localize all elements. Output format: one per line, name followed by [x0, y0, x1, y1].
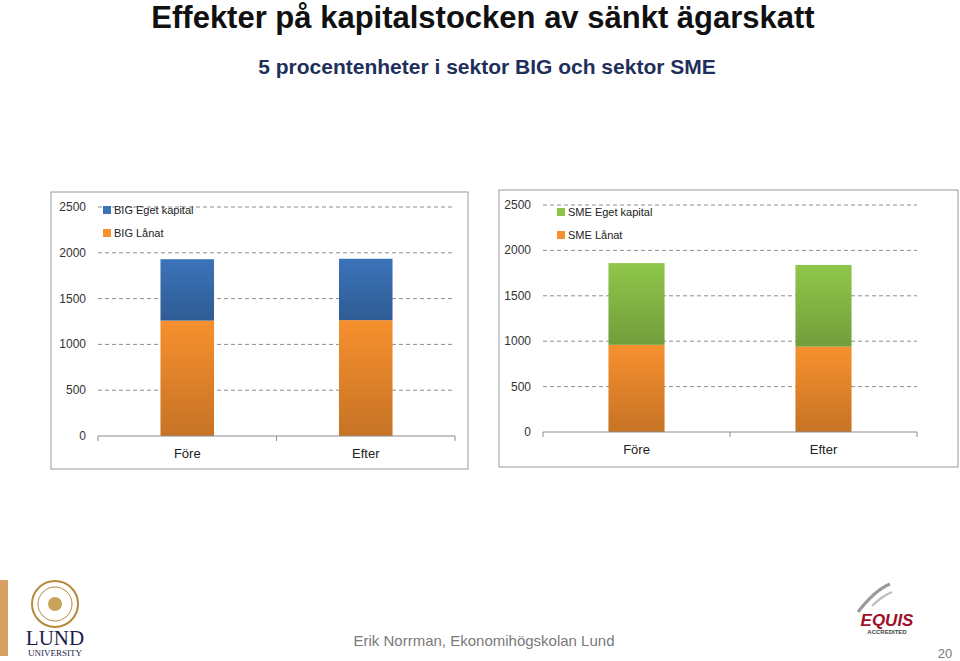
legend-label: SME Lånat [568, 229, 622, 241]
legend-label: BIG Eget kapital [114, 204, 194, 216]
equis-logo: EQUISACCREDITED [858, 584, 914, 635]
footer: Erik Norrman, Ekonomihögskolan Lund [354, 632, 615, 649]
bar-segment [795, 347, 851, 432]
page-number: 20 [938, 646, 952, 661]
grid-line [98, 390, 455, 391]
y-tick-label: 1000 [59, 337, 86, 351]
logo-text: EQUIS [861, 611, 915, 630]
y-tick-label: 2000 [59, 246, 86, 260]
y-tick-label: 1500 [59, 292, 86, 306]
legend-swatch [103, 229, 111, 237]
bar-segment [160, 321, 214, 436]
bar-segment [339, 259, 393, 320]
logo-text: UNIVERSITY [28, 648, 82, 658]
legend-swatch [103, 206, 111, 214]
logo-text: LUND [26, 626, 84, 650]
swoosh [872, 592, 892, 606]
y-tick-label: 500 [66, 383, 86, 397]
y-tick-label: 1500 [504, 289, 531, 303]
legend-label: SME Eget kapital [568, 206, 652, 218]
bars [608, 263, 851, 432]
y-tick-label: 0 [79, 429, 86, 443]
x-tick-mark [455, 436, 456, 441]
y-tick-label: 0 [524, 425, 531, 439]
x-tick-mark [917, 432, 918, 437]
grid-line [98, 252, 455, 253]
x-tick-label: Efter [352, 446, 380, 461]
grid-line [543, 250, 917, 251]
x-tick-mark [276, 436, 277, 441]
grid-line [543, 341, 917, 342]
x-tick-mark [98, 436, 99, 441]
y-tick-label: 500 [511, 380, 531, 394]
chart: 0 500 1000 1500 2000 2500 Före Efter SME Eget ka… [499, 190, 958, 467]
logo-text: ACCREDITED [867, 629, 907, 635]
x-tick-mark [730, 432, 731, 437]
seal-inner [38, 587, 72, 621]
grid-line [543, 386, 917, 387]
grid-line [98, 298, 455, 299]
legend-label: BIG Lånat [114, 227, 164, 239]
seal [32, 581, 78, 627]
swoosh [858, 584, 890, 612]
y-tick-label: 2500 [504, 198, 531, 212]
bar-segment [608, 263, 664, 345]
chart: 0 500 1000 1500 2000 2500 Före Efter BIG Eget ka… [51, 192, 468, 469]
y-tick-label: 2500 [59, 200, 86, 214]
slide: Effekter på kapitalstocken av sänkt ägar… [0, 0, 960, 661]
chart-frame [499, 190, 958, 467]
bars [160, 259, 392, 436]
y-tick-label: 2000 [504, 243, 531, 257]
x-tick-mark [543, 432, 544, 437]
y-tick-label: 1000 [504, 334, 531, 348]
legend-swatch [557, 231, 565, 239]
bar-segment [160, 259, 214, 320]
seal-core [48, 597, 62, 611]
bar-segment [608, 345, 664, 432]
grid-line [543, 295, 917, 296]
bar-segment [795, 265, 851, 347]
grid-line [98, 344, 455, 345]
accent-bar [0, 580, 8, 656]
lund-logo: LUNDUNIVERSITY [26, 581, 84, 658]
bar-segment [339, 320, 393, 436]
slide-title: Effekter på kapitalstocken av sänkt ägar… [151, 0, 814, 35]
slide-subtitle: 5 procentenheter i sektor BIG och sektor… [258, 55, 715, 78]
chart-frame [51, 192, 468, 469]
legend-swatch [557, 208, 565, 216]
x-tick-label: Efter [810, 442, 838, 457]
x-tick-label: Före [174, 446, 201, 461]
slide-canvas: Effekter på kapitalstocken av sänkt ägar… [0, 0, 960, 661]
x-tick-label: Före [623, 442, 650, 457]
